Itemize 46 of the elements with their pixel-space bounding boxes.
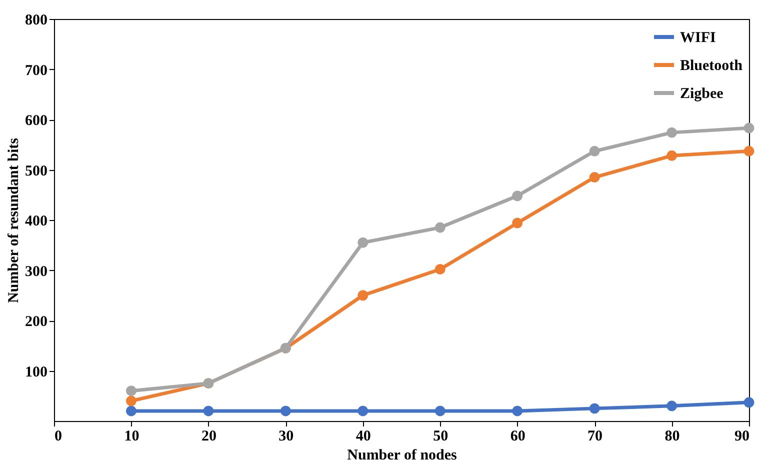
point <box>512 218 523 228</box>
legend-label: Bluetooth <box>680 58 744 74</box>
y-tick-label: 100 <box>25 364 48 380</box>
point <box>666 400 678 412</box>
x-tick-label: 10 <box>124 428 140 444</box>
point <box>744 397 754 408</box>
point <box>358 406 368 416</box>
point <box>434 264 446 274</box>
x-tick-label: 40 <box>356 428 371 444</box>
y-tick-label: 200 <box>25 314 48 330</box>
point <box>358 290 368 301</box>
point <box>126 386 136 396</box>
x-tick-label: 0 <box>54 428 62 444</box>
point <box>512 406 523 416</box>
point <box>126 406 136 416</box>
x-tick-label: 30 <box>278 428 294 444</box>
point <box>589 403 600 414</box>
point <box>434 406 446 416</box>
point <box>744 122 754 134</box>
point <box>666 150 678 161</box>
point <box>744 146 754 156</box>
point <box>358 237 368 248</box>
point <box>203 406 214 416</box>
x-tick-label: 90 <box>734 428 750 444</box>
point <box>589 172 600 183</box>
point <box>666 127 678 138</box>
y-tick-label: 500 <box>25 163 48 180</box>
point <box>589 146 600 156</box>
legend-label: Zigbee <box>680 86 724 102</box>
point <box>280 406 291 416</box>
x-tick-label: 80 <box>664 428 680 444</box>
x-tick-label: 60 <box>510 428 526 444</box>
point <box>434 222 446 233</box>
point <box>126 396 136 406</box>
legend-label: WIFI <box>680 30 716 46</box>
y-tick-label: 700 <box>25 62 48 79</box>
y-axis-title: Number of resundant bits <box>6 138 22 303</box>
point <box>512 190 523 202</box>
y-tick-label: 300 <box>25 264 48 280</box>
y-tick-label: 800 <box>25 12 48 28</box>
x-tick-label: 50 <box>433 428 448 444</box>
x-tick-label: 20 <box>201 428 216 444</box>
x-tick-label: 70 <box>588 428 603 444</box>
x-axis-title: Number of nodes <box>347 448 458 464</box>
y-tick-label: 600 <box>25 113 48 129</box>
y-tick-label: 400 <box>25 214 48 230</box>
